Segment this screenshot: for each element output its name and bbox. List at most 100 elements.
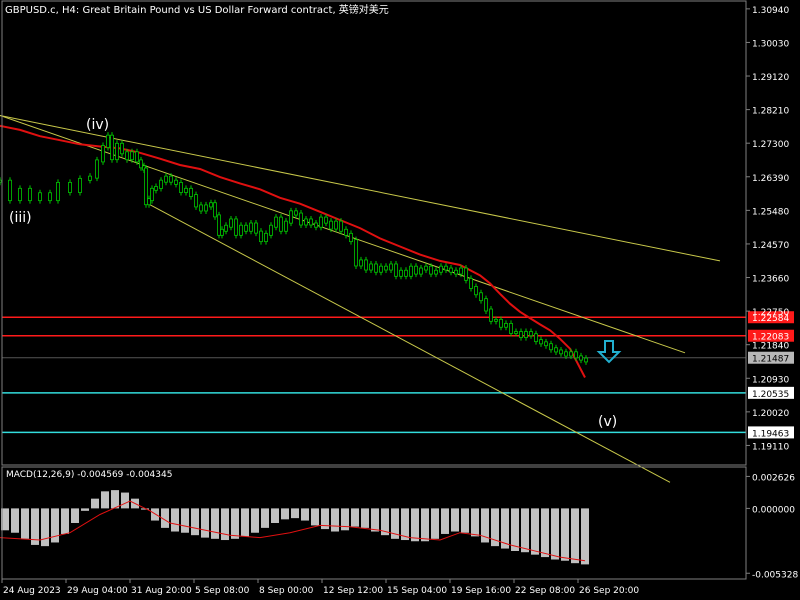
price-tick-label: 1.27300: [752, 140, 789, 150]
candle-body: [399, 269, 403, 277]
time-tick-label: 19 Sep 16:00: [451, 586, 511, 596]
candle-body: [579, 355, 583, 361]
macd-histogram-bar: [31, 508, 39, 545]
macd-histogram-bar: [431, 508, 439, 539]
candle-body: [0, 179, 2, 183]
macd-histogram-bar: [301, 508, 309, 521]
candle-body: [514, 331, 518, 334]
candle-body: [220, 228, 224, 236]
price-tick-label: 1.20930: [752, 375, 789, 385]
time-tick-label: 26 Sep 20:00: [579, 586, 639, 596]
candle-body: [354, 239, 358, 267]
candle-body: [294, 210, 298, 216]
candle-body: [38, 192, 42, 202]
candle-body: [414, 265, 418, 275]
candle-body: [56, 182, 60, 202]
candle-body: [479, 292, 483, 302]
candle-body: [139, 159, 143, 169]
macd-histogram-bar: [61, 508, 69, 534]
candle-body: [434, 269, 438, 275]
time-tick-label: 22 Sep 08:00: [515, 586, 575, 596]
price-level-tag: [748, 386, 794, 399]
main-panel-border: [1, 0, 747, 466]
candle-body: [154, 186, 158, 191]
macd-histogram-bar: [451, 508, 459, 532]
candle-body: [344, 228, 348, 236]
candle-body: [169, 175, 173, 183]
candle-body: [569, 351, 573, 357]
macd-histogram-bar: [21, 508, 29, 539]
price-tick-label: 1.29120: [752, 73, 789, 83]
candle-body: [209, 202, 213, 208]
candle-body: [224, 224, 228, 232]
macd-title: MACD(12,26,9) -0.004569 -0.004345: [6, 470, 172, 480]
candle-body: [554, 347, 558, 353]
macd-histogram-bar: [581, 508, 589, 565]
candle-body: [299, 212, 303, 226]
macd-histogram-bar: [171, 508, 179, 532]
candle-body: [189, 187, 193, 197]
candle-body: [384, 265, 388, 271]
candle-body: [229, 218, 233, 228]
macd-histogram-bar: [521, 508, 529, 553]
candle-body: [534, 333, 538, 343]
macd-histogram-bar: [351, 508, 359, 527]
macd-histogram-bar: [251, 508, 259, 533]
macd-histogram-bar: [551, 508, 559, 560]
candle-body: [314, 222, 318, 228]
candle-body: [48, 192, 52, 202]
candle-body: [489, 308, 493, 322]
price-level-tag: [748, 311, 794, 324]
candle-body: [449, 267, 453, 273]
candle-body: [374, 263, 378, 273]
macd-histogram-bar: [231, 508, 239, 539]
candle-body: [18, 187, 22, 202]
candle-body: [101, 145, 105, 163]
price-tick-label: 1.25480: [752, 207, 789, 217]
candle-body: [574, 351, 578, 359]
time-tick-label: 29 Aug 04:00: [67, 586, 128, 596]
candle-body: [147, 198, 151, 206]
candle-body: [110, 134, 114, 161]
price-tick-label: 1.24570: [752, 241, 789, 251]
price-level-label: 1.22584: [752, 314, 789, 324]
macd-histogram-bar: [561, 508, 569, 561]
candle-body: [125, 151, 129, 161]
macd-panel: [0, 490, 589, 565]
candle-body: [334, 220, 338, 230]
candle-body: [394, 263, 398, 277]
wave-label-iv: (iv): [86, 117, 109, 133]
candle-body: [409, 265, 413, 277]
macd-histogram-bar: [381, 508, 389, 536]
macd-histogram-bar: [321, 508, 329, 530]
macd-histogram-bar: [501, 508, 509, 549]
macd-histogram-bar: [71, 508, 79, 523]
candle-body: [159, 179, 163, 189]
candle-body: [459, 267, 463, 275]
price-tick-label: 1.19110: [752, 442, 789, 452]
candle-body: [364, 259, 368, 271]
price-level-tag: [748, 426, 794, 439]
macd-histogram-bar: [271, 508, 279, 523]
candle-body: [88, 175, 92, 181]
candle-body: [349, 232, 353, 243]
chart-title: GBPUSD.c, H4: Great Britain Pound vs US …: [5, 3, 389, 16]
macd-histogram-bar: [111, 490, 119, 509]
candle-body: [179, 182, 183, 193]
macd-signal-line: [0, 500, 586, 562]
macd-histogram-bar: [211, 508, 219, 539]
macd-histogram-bar: [11, 508, 19, 533]
macd-histogram-bar: [201, 508, 209, 538]
price-tick-label: 1.22750: [752, 308, 789, 318]
candle-body: [339, 220, 343, 232]
macd-histogram-bar: [81, 508, 89, 511]
price-level-label: 1.22083: [752, 333, 789, 343]
candle-body: [329, 220, 333, 230]
macd-histogram-bar: [181, 508, 189, 533]
price-level-tag: [748, 351, 794, 364]
macd-histogram-bar: [331, 508, 339, 532]
macd-panel-border: [1, 466, 747, 580]
down-arrow-icon: [596, 340, 622, 364]
